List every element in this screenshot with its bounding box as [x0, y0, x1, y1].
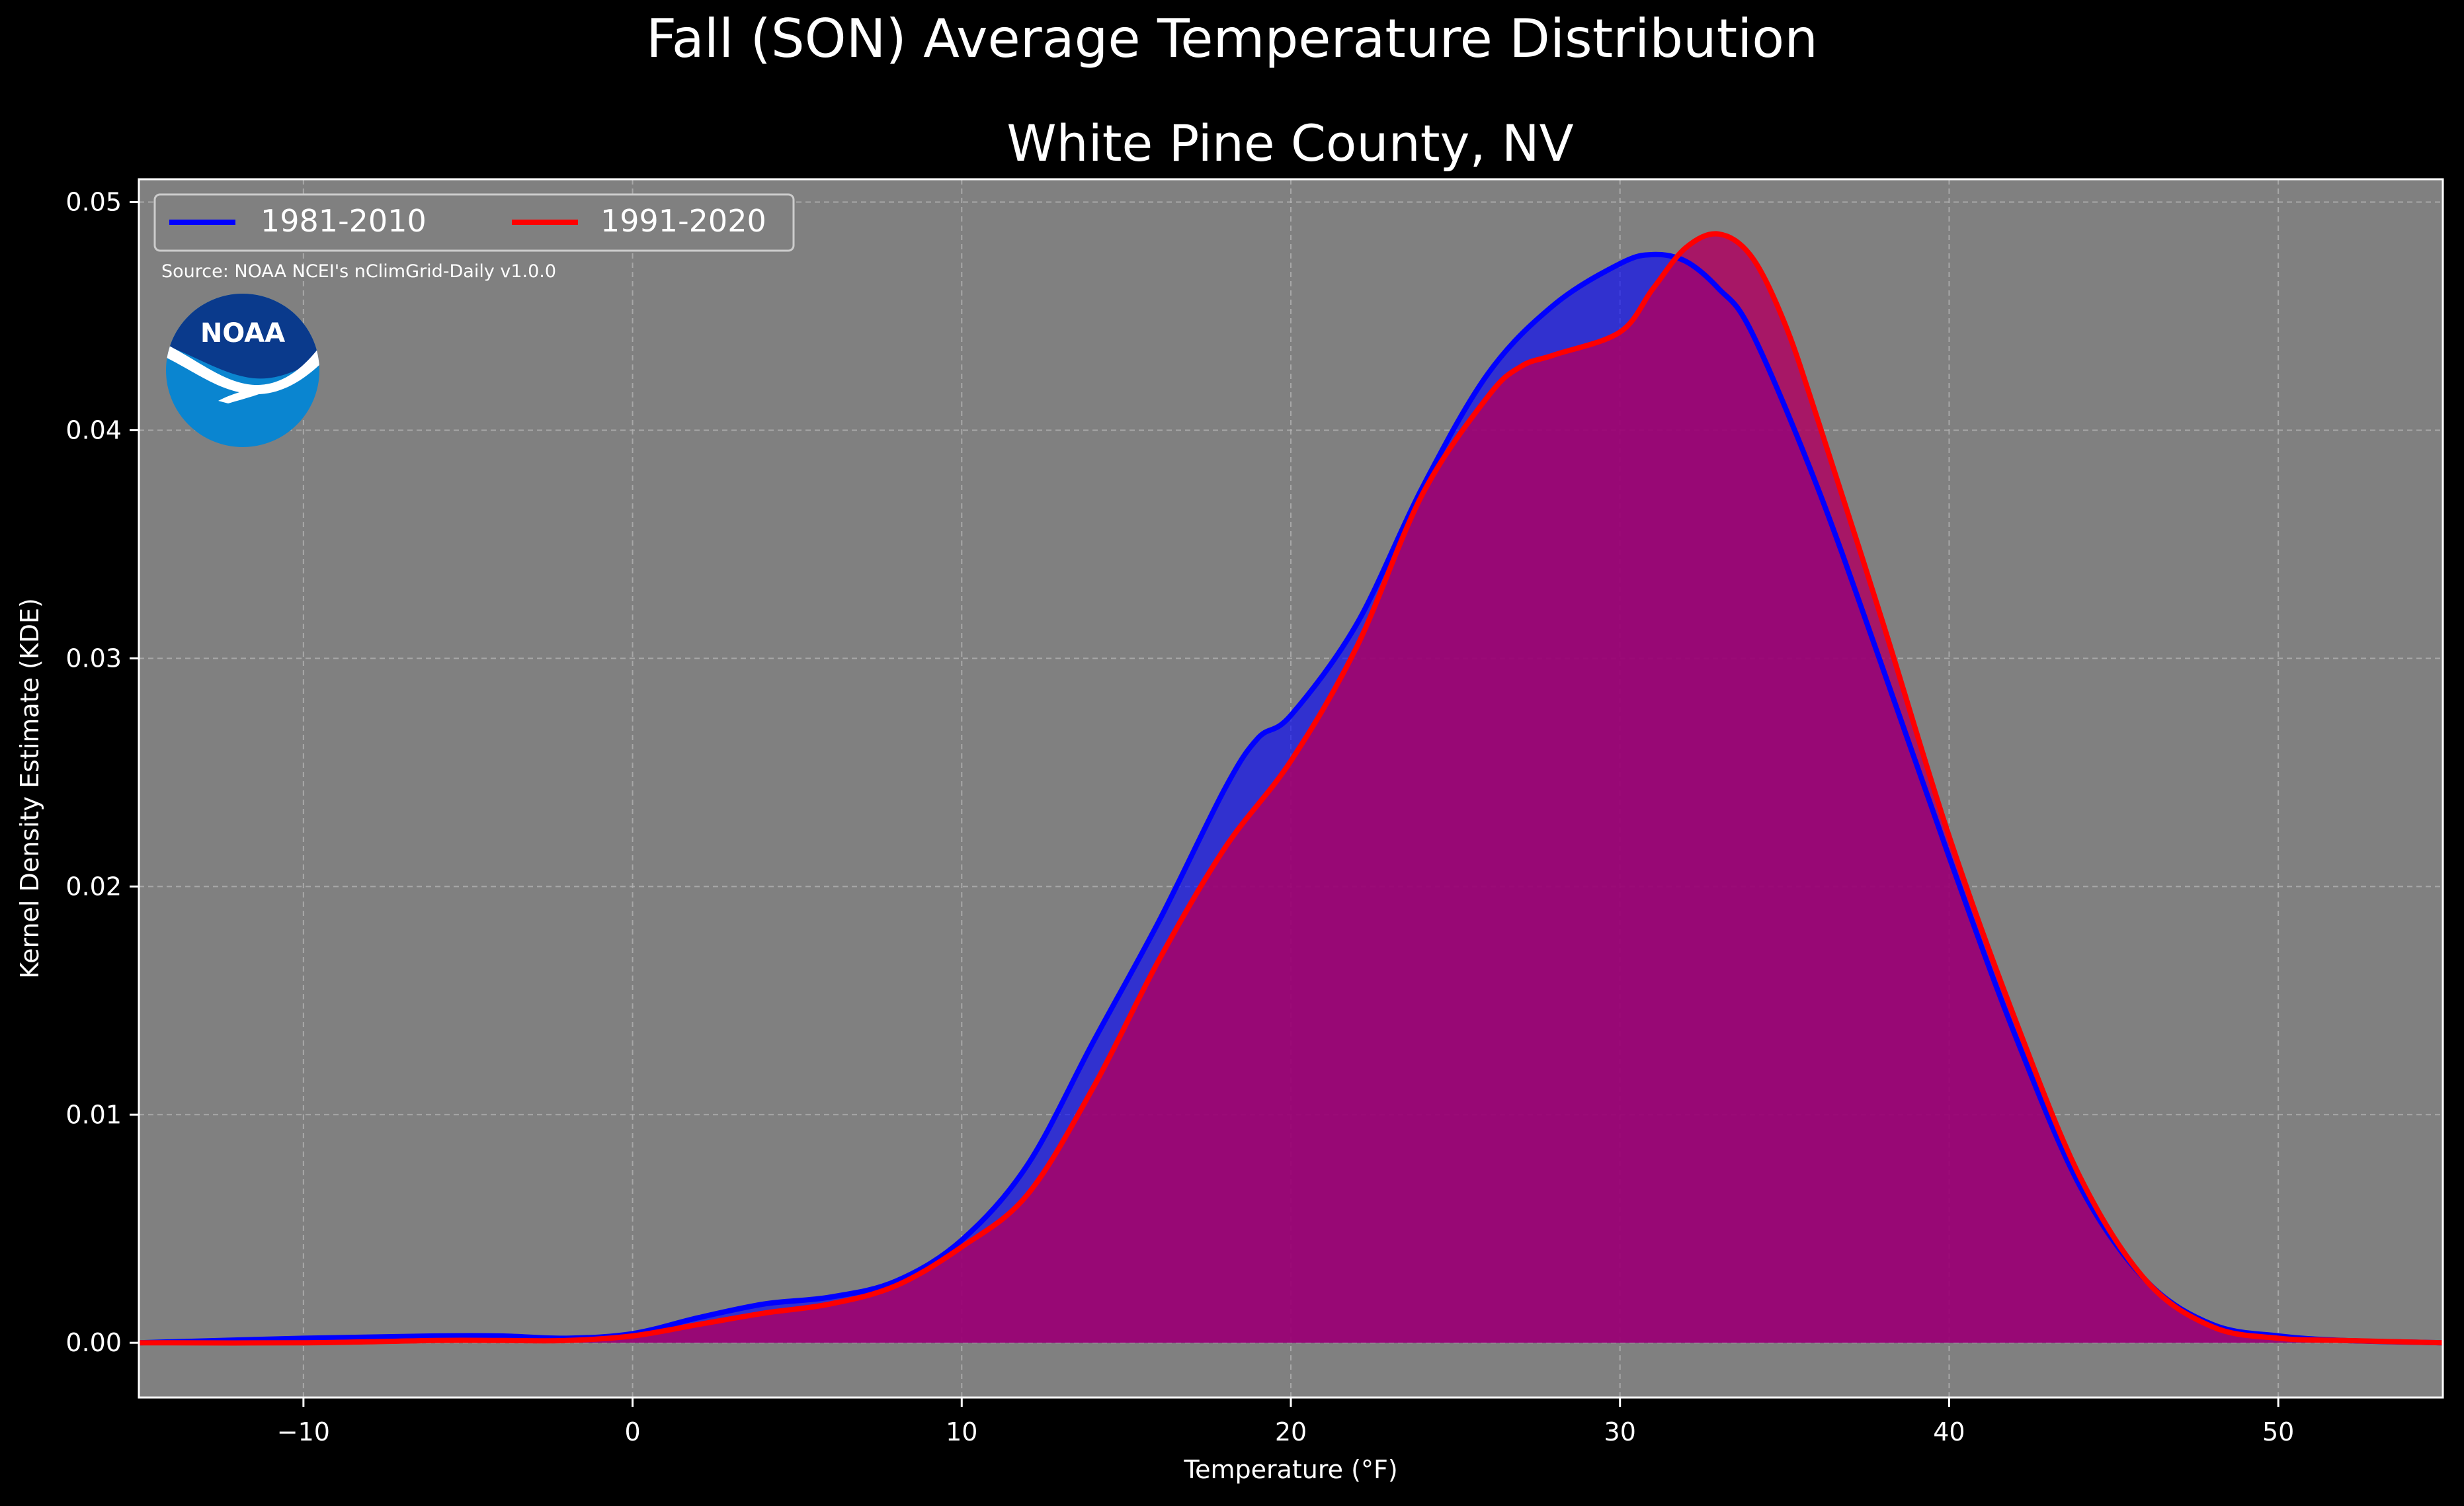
- series-line-1981-2010: [138, 251, 2443, 1346]
- series-fill-1991-2020: [139, 233, 2443, 1343]
- source-note: Source: NOAA NCEI's nClimGrid-Daily v1.0…: [161, 261, 556, 282]
- y-tick-label: 0.02: [65, 872, 122, 901]
- x-tick-label: 50: [2262, 1417, 2294, 1446]
- legend-label-1981-2010: 1981-2010: [261, 203, 427, 239]
- chart-subtitle: White Pine County, NV: [1006, 114, 1573, 173]
- y-tick-label: 0.04: [65, 415, 122, 444]
- x-tick-label: 30: [1604, 1417, 1636, 1446]
- y-tick-label: 0.00: [65, 1328, 122, 1357]
- x-tick-label: 40: [1933, 1417, 1965, 1446]
- series-line-1991-2020: [138, 231, 2443, 1346]
- noaa-logo: NOAA: [166, 294, 319, 447]
- series-lines: [138, 231, 2443, 1346]
- y-axis-ticks: 0.00 0.01 0.02 0.03 0.04 0.05: [65, 187, 139, 1357]
- x-tick-label: 0: [624, 1417, 640, 1446]
- x-axis-label: Temperature (°F): [1183, 1455, 1397, 1484]
- y-tick-label: 0.01: [65, 1100, 122, 1129]
- legend-label-1991-2020: 1991-2020: [600, 203, 766, 239]
- legend-box: [153, 193, 795, 252]
- chart-title: Fall (SON) Average Temperature Distribut…: [646, 8, 1818, 69]
- x-tick-label: 20: [1275, 1417, 1307, 1446]
- y-tick-label: 0.03: [65, 644, 122, 673]
- y-tick-label: 0.05: [65, 187, 122, 216]
- noaa-logo-text: NOAA: [200, 318, 285, 349]
- legend: 1981-2010 1991-2020: [153, 193, 795, 252]
- series-fills: [139, 233, 2443, 1343]
- x-axis-ticks: −10 0 10 20 30 40 50: [277, 1398, 2294, 1446]
- y-axis-label: Kernel Density Estimate (KDE): [15, 598, 44, 979]
- x-tick-label: 10: [946, 1417, 977, 1446]
- x-tick-label: −10: [277, 1417, 330, 1446]
